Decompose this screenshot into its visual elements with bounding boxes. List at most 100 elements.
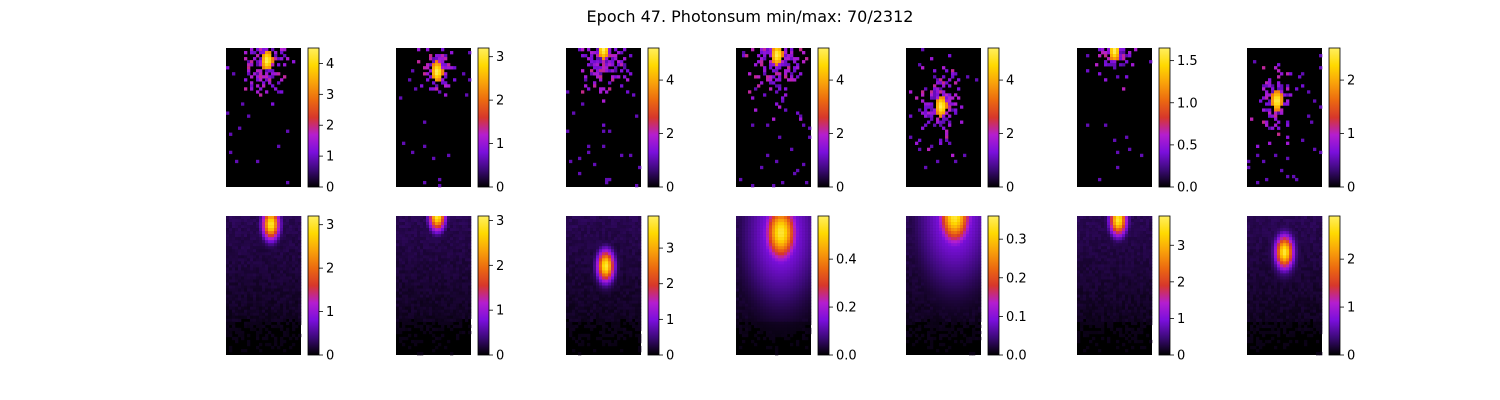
heatmap-pixel xyxy=(638,333,642,338)
heatmap-pixel xyxy=(587,336,591,341)
heatmap-pixel xyxy=(796,219,800,223)
heatmap-pixel xyxy=(587,48,591,52)
heatmap-pixel xyxy=(414,87,418,91)
heatmap-pixel xyxy=(438,276,442,280)
heatmap-pixel xyxy=(256,90,260,94)
heatmap-pixel xyxy=(459,291,463,295)
heatmap-pixel xyxy=(623,63,627,67)
heatmap-pixel xyxy=(605,240,609,244)
heatmap-pixel xyxy=(238,261,242,265)
heatmap-pixel xyxy=(772,225,776,229)
heatmap-pixel xyxy=(775,90,779,94)
heatmap-pixel xyxy=(632,312,636,317)
heatmap-pixel xyxy=(793,261,797,265)
heatmap-pixel xyxy=(620,276,624,280)
heatmap-pixel xyxy=(766,261,770,265)
heatmap-pixel xyxy=(420,219,424,223)
heatmap-pixel xyxy=(584,261,588,265)
heatmap-pixel xyxy=(787,54,791,58)
heatmap-pixel xyxy=(226,264,230,268)
heatmap-pixel xyxy=(629,297,633,301)
heatmap-pixel xyxy=(790,333,794,338)
heatmap-pixel xyxy=(256,246,260,250)
heatmap-pixel xyxy=(241,246,245,250)
heatmap-pixel xyxy=(602,246,606,250)
heatmap-pixel xyxy=(930,225,934,229)
heatmap-pixel xyxy=(465,231,469,235)
heatmap-pixel xyxy=(250,240,254,244)
heatmap-pixel xyxy=(396,246,400,250)
heatmap-pixel xyxy=(754,246,758,250)
heatmap-pixel xyxy=(623,252,627,256)
heatmap-pixel xyxy=(468,291,472,295)
heatmap-pixel xyxy=(235,222,239,226)
heatmap-pixel xyxy=(608,63,612,67)
heatmap-pixel xyxy=(262,312,266,317)
heatmap-pixel xyxy=(927,225,931,229)
heatmap-pixel xyxy=(575,297,579,301)
heatmap-pixel xyxy=(945,237,949,241)
heatmap-pixel xyxy=(414,279,418,283)
heatmap-pixel xyxy=(441,309,445,313)
colorbar-tick-label: 3 xyxy=(326,218,334,233)
heatmap-pixel xyxy=(936,234,940,238)
heatmap-pixel xyxy=(444,258,448,262)
heatmap-pixel xyxy=(426,291,430,295)
heatmap-pixel xyxy=(1134,48,1138,52)
heatmap-pixel xyxy=(569,222,573,226)
heatmap-pixel xyxy=(1104,54,1108,58)
colorbar-tick-label: 1 xyxy=(496,137,504,152)
heatmap-pixel xyxy=(799,48,803,52)
heatmap-pixel xyxy=(927,231,931,235)
heatmap-pixel xyxy=(790,315,794,320)
heatmap-pixel xyxy=(226,330,230,335)
heatmap-pixel xyxy=(259,240,263,244)
heatmap-pixel xyxy=(745,252,749,256)
heatmap-pixel xyxy=(566,309,570,313)
heatmap-pixel xyxy=(581,276,585,280)
heatmap-pixel xyxy=(596,270,600,274)
heatmap-pixel xyxy=(441,246,445,250)
heatmap-pixel xyxy=(954,111,958,115)
heatmap-pixel xyxy=(790,219,794,223)
heatmap-pixel xyxy=(781,255,785,259)
heatmap-pixel xyxy=(805,252,809,256)
heatmap-pixel xyxy=(283,264,287,268)
heatmap-pixel xyxy=(286,309,290,313)
heatmap-pixel xyxy=(414,342,418,347)
heatmap-pixel xyxy=(283,228,287,232)
heatmap-pixel xyxy=(450,66,454,70)
heatmap-pixel xyxy=(784,336,788,341)
heatmap-pixel xyxy=(426,267,430,271)
heatmap-pixel xyxy=(760,258,764,262)
heatmap-pixel xyxy=(793,330,797,335)
heatmap-pixel xyxy=(939,234,943,238)
heatmap-pixel xyxy=(468,234,472,238)
heatmap-pixel xyxy=(453,318,457,323)
heatmap-pixel xyxy=(268,225,272,229)
heatmap-pixel xyxy=(736,300,740,304)
heatmap-pixel xyxy=(778,48,782,52)
heatmap-pixel xyxy=(805,273,809,277)
heatmap-pixel xyxy=(229,330,233,335)
heatmap-pixel xyxy=(781,288,785,292)
heatmap-pixel xyxy=(638,231,642,235)
heatmap-pixel xyxy=(250,60,254,64)
heatmap-pixel xyxy=(447,243,451,247)
heatmap-pixel xyxy=(468,276,472,280)
heatmap-pixel xyxy=(438,90,442,94)
heatmap-pixel xyxy=(960,237,964,241)
heatmap-pixel xyxy=(259,306,263,310)
heatmap-pixel xyxy=(799,240,803,244)
heatmap-pixel xyxy=(232,240,236,244)
heatmap-pixel xyxy=(638,216,642,220)
heatmap-pixel xyxy=(289,306,293,310)
heatmap-pixel xyxy=(772,48,776,52)
heatmap-pixel xyxy=(408,225,412,229)
heatmap-pixel xyxy=(417,222,421,226)
heatmap-pixel xyxy=(253,51,257,55)
heatmap-pixel xyxy=(757,306,761,310)
heatmap-pixel xyxy=(286,276,290,280)
heatmap-pixel xyxy=(975,222,979,226)
heatmap-pixel xyxy=(283,216,287,220)
